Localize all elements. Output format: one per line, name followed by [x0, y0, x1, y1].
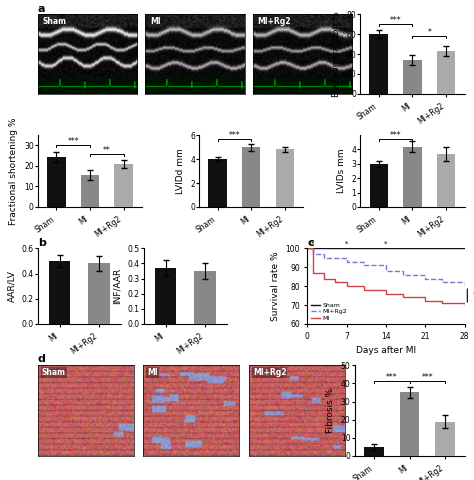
MI: [333, 279, 338, 285]
Bar: [437, 51, 455, 94]
MI: [439, 300, 445, 306]
MI: [422, 299, 428, 304]
MI+Rg2: [422, 276, 428, 281]
Line: MI+Rg2: MI+Rg2: [308, 248, 465, 286]
MI: [462, 302, 467, 308]
MI+Rg2: [333, 255, 338, 261]
Y-axis label: INF/AAR: INF/AAR: [113, 268, 122, 304]
Sham: [422, 245, 428, 251]
Sham: [439, 245, 445, 251]
Text: ***: ***: [386, 373, 398, 382]
Bar: [400, 393, 419, 456]
Text: **: **: [103, 145, 110, 155]
Sham: [321, 245, 327, 251]
Bar: [242, 147, 260, 207]
Text: b: b: [38, 238, 46, 248]
MI: [383, 291, 389, 297]
Text: *: *: [427, 28, 431, 37]
Text: MI: MI: [150, 17, 161, 26]
Text: ***: ***: [390, 16, 401, 25]
MI+Rg2: [400, 272, 406, 277]
Y-axis label: AAR/LV: AAR/LV: [7, 270, 16, 302]
Text: *: *: [345, 240, 348, 246]
Text: ***: ***: [228, 131, 240, 140]
Y-axis label: Ejection fraction %: Ejection fraction %: [332, 11, 341, 97]
Bar: [47, 156, 65, 207]
Text: c: c: [308, 238, 314, 248]
Text: ***: ***: [421, 373, 433, 382]
Text: MI+Rg2: MI+Rg2: [253, 368, 286, 377]
Line: MI: MI: [308, 248, 465, 305]
MI: [310, 270, 316, 276]
Sham: [400, 245, 406, 251]
Text: a: a: [38, 4, 46, 13]
Legend: Sham, MI+Rg2, MI: Sham, MI+Rg2, MI: [310, 303, 347, 321]
MI: [305, 245, 310, 251]
Text: MI+Rg2: MI+Rg2: [258, 17, 291, 26]
Bar: [365, 447, 384, 456]
MI+Rg2: [321, 255, 327, 261]
Bar: [155, 268, 176, 324]
MI+Rg2: [439, 279, 445, 285]
Text: ***: ***: [390, 131, 401, 140]
Bar: [209, 159, 227, 207]
Bar: [403, 60, 421, 94]
Bar: [275, 149, 294, 207]
MI+Rg2: [361, 263, 366, 268]
Text: Sham: Sham: [43, 17, 67, 26]
MI: [321, 276, 327, 281]
MI: [400, 295, 406, 300]
Y-axis label: LVIDs mm: LVIDs mm: [337, 149, 346, 193]
Y-axis label: Fibrosis %: Fibrosis %: [326, 388, 335, 433]
MI+Rg2: [383, 268, 389, 274]
Sham: [344, 245, 349, 251]
Y-axis label: Survival rate %: Survival rate %: [271, 252, 280, 321]
Y-axis label: LVIDd mm: LVIDd mm: [175, 148, 184, 194]
Bar: [81, 175, 99, 207]
MI: [361, 287, 366, 293]
Text: *: *: [384, 240, 388, 246]
Text: *: *: [473, 291, 474, 300]
MI+Rg2: [310, 251, 316, 257]
Sham: [333, 245, 338, 251]
Text: MI: MI: [147, 368, 158, 377]
Sham: [305, 245, 310, 251]
Text: ***: ***: [67, 137, 79, 146]
X-axis label: Days after MI: Days after MI: [356, 346, 416, 355]
Bar: [370, 164, 388, 207]
Sham: [383, 245, 389, 251]
Bar: [194, 271, 216, 324]
Text: Sham: Sham: [42, 368, 66, 377]
Bar: [403, 146, 422, 207]
Bar: [88, 264, 110, 324]
Y-axis label: Fractional shortening %: Fractional shortening %: [9, 117, 18, 225]
Bar: [114, 164, 133, 207]
MI: [344, 283, 349, 289]
Sham: [361, 245, 366, 251]
Bar: [369, 34, 388, 94]
Text: *: *: [311, 240, 315, 246]
Sham: [462, 245, 467, 251]
MI+Rg2: [344, 259, 349, 264]
MI+Rg2: [462, 283, 467, 289]
Bar: [435, 421, 455, 456]
Text: d: d: [38, 354, 46, 364]
Bar: [437, 154, 456, 207]
Sham: [310, 245, 316, 251]
MI+Rg2: [305, 245, 310, 251]
Bar: [49, 261, 71, 324]
